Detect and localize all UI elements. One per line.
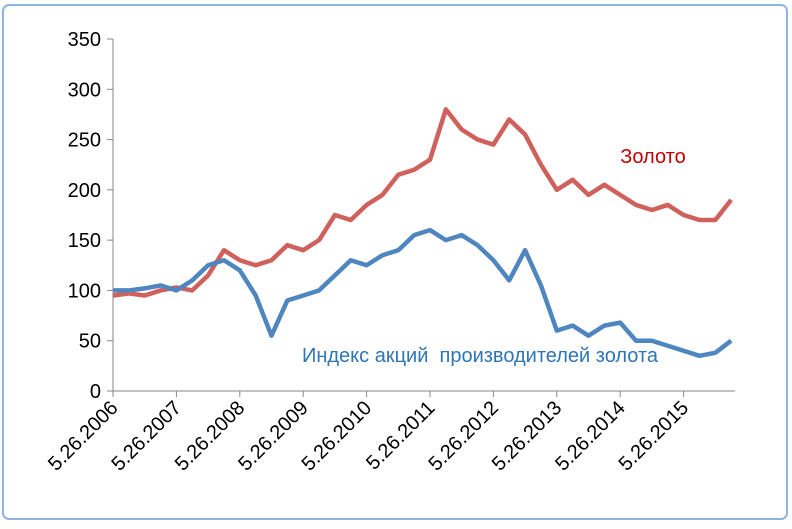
y-tick-label: 100 <box>68 280 101 302</box>
y-tick-label: 0 <box>90 381 101 403</box>
y-tick-label: 350 <box>68 29 101 51</box>
y-tick-label: 150 <box>68 230 101 252</box>
y-tick-label: 200 <box>68 180 101 202</box>
data-line <box>113 227 733 359</box>
y-tick-label: 300 <box>68 79 101 101</box>
y-tick-label: 250 <box>68 130 101 152</box>
series-label: Золото <box>620 146 685 168</box>
series-label: Индекс акций производителей золота <box>302 345 659 367</box>
y-tick-label: 50 <box>79 331 101 353</box>
